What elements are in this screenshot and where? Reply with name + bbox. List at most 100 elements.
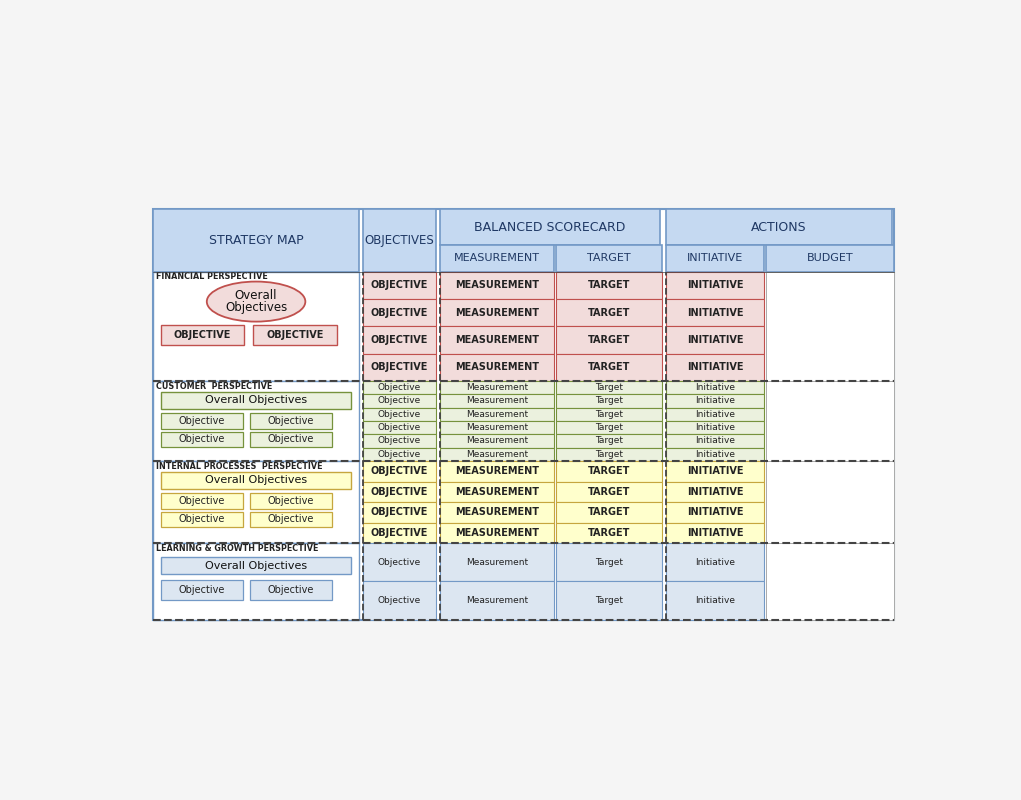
Text: Target: Target xyxy=(595,437,623,446)
Text: Objective: Objective xyxy=(179,434,225,445)
Text: MEASUREMENT: MEASUREMENT xyxy=(454,507,539,518)
Text: Initiative: Initiative xyxy=(695,397,735,406)
Bar xyxy=(161,432,243,447)
Text: Objectives: Objectives xyxy=(225,302,287,314)
Bar xyxy=(362,209,436,271)
Bar xyxy=(766,543,894,619)
Bar xyxy=(161,558,351,574)
Text: Target: Target xyxy=(595,423,623,432)
Bar xyxy=(556,482,663,502)
Bar xyxy=(440,448,553,461)
Text: BUDGET: BUDGET xyxy=(807,254,854,263)
Bar xyxy=(666,421,764,434)
Text: OBJECTIVE: OBJECTIVE xyxy=(371,466,428,476)
Text: OBJECTIVE: OBJECTIVE xyxy=(371,487,428,497)
Text: Overall Objectives: Overall Objectives xyxy=(205,395,307,405)
Text: INITIATIVE: INITIATIVE xyxy=(687,254,743,263)
Bar xyxy=(362,271,436,299)
Text: Initiative: Initiative xyxy=(695,596,735,605)
Bar xyxy=(766,381,894,461)
Bar xyxy=(666,461,764,482)
Bar xyxy=(666,448,764,461)
Bar xyxy=(153,271,358,381)
Bar xyxy=(440,354,553,381)
Text: LEARNING & GROWTH PERSPECTIVE: LEARNING & GROWTH PERSPECTIVE xyxy=(156,544,319,554)
Text: OBJECTIVE: OBJECTIVE xyxy=(371,280,428,290)
Bar xyxy=(362,407,436,421)
Bar xyxy=(440,582,553,619)
Bar xyxy=(666,354,764,381)
Bar xyxy=(362,394,436,407)
Bar xyxy=(362,543,436,582)
Bar xyxy=(362,522,436,543)
Bar xyxy=(666,299,764,326)
Bar xyxy=(556,543,663,582)
Bar xyxy=(556,461,663,482)
Text: Overall Objectives: Overall Objectives xyxy=(205,475,307,486)
Bar xyxy=(556,448,663,461)
Text: INITIATIVE: INITIATIVE xyxy=(687,466,743,476)
Bar xyxy=(556,502,663,522)
Bar xyxy=(250,494,332,509)
Text: Objective: Objective xyxy=(268,585,314,595)
Text: Initiative: Initiative xyxy=(695,383,735,392)
Text: INITIATIVE: INITIATIVE xyxy=(687,528,743,538)
Text: BALANCED SCORECARD: BALANCED SCORECARD xyxy=(474,221,626,234)
Bar xyxy=(250,414,332,429)
Text: INITIATIVE: INITIATIVE xyxy=(687,335,743,345)
Bar xyxy=(666,326,764,354)
Text: Objective: Objective xyxy=(268,514,314,525)
Bar xyxy=(250,512,332,527)
Bar xyxy=(440,394,553,407)
Bar xyxy=(556,381,663,394)
Bar xyxy=(362,299,436,326)
Text: Measurement: Measurement xyxy=(466,437,528,446)
Bar xyxy=(556,407,663,421)
Text: CUSTOMER  PERSPECTIVE: CUSTOMER PERSPECTIVE xyxy=(156,382,273,390)
Text: Objective: Objective xyxy=(378,558,421,567)
Bar xyxy=(666,209,891,246)
Bar xyxy=(362,354,436,381)
Text: Initiative: Initiative xyxy=(695,437,735,446)
Text: MEASUREMENT: MEASUREMENT xyxy=(454,528,539,538)
Text: Objective: Objective xyxy=(179,496,225,506)
Text: MEASUREMENT: MEASUREMENT xyxy=(454,487,539,497)
Bar xyxy=(440,543,553,582)
Text: Measurement: Measurement xyxy=(466,558,528,567)
Bar xyxy=(250,432,332,447)
Bar xyxy=(766,271,894,381)
Text: Target: Target xyxy=(595,558,623,567)
Bar xyxy=(556,326,663,354)
Text: OBJECTIVE: OBJECTIVE xyxy=(371,335,428,345)
Text: OBJECTIVE: OBJECTIVE xyxy=(371,362,428,372)
Text: TARGET: TARGET xyxy=(588,362,630,372)
Text: INITIATIVE: INITIATIVE xyxy=(687,280,743,290)
Ellipse shape xyxy=(207,282,305,322)
Text: Objective: Objective xyxy=(179,514,225,525)
Bar xyxy=(161,580,243,599)
Text: Initiative: Initiative xyxy=(695,558,735,567)
Bar xyxy=(666,543,764,582)
Bar xyxy=(161,512,243,527)
Bar xyxy=(362,448,436,461)
Bar xyxy=(161,326,244,345)
Bar xyxy=(161,414,243,429)
Text: Objective: Objective xyxy=(378,410,421,418)
Bar xyxy=(666,582,764,619)
Text: Measurement: Measurement xyxy=(466,450,528,459)
Bar xyxy=(440,271,553,299)
Bar xyxy=(556,246,663,271)
Text: STRATEGY MAP: STRATEGY MAP xyxy=(208,234,303,247)
Bar xyxy=(556,271,663,299)
Bar xyxy=(666,407,764,421)
Text: Objective: Objective xyxy=(378,450,421,459)
Text: TARGET: TARGET xyxy=(588,466,630,476)
Text: MEASUREMENT: MEASUREMENT xyxy=(454,280,539,290)
Text: INITIATIVE: INITIATIVE xyxy=(687,507,743,518)
Bar xyxy=(556,582,663,619)
Bar xyxy=(556,299,663,326)
Bar xyxy=(440,482,553,502)
Text: Initiative: Initiative xyxy=(695,423,735,432)
Text: MEASUREMENT: MEASUREMENT xyxy=(454,362,539,372)
Bar xyxy=(362,502,436,522)
